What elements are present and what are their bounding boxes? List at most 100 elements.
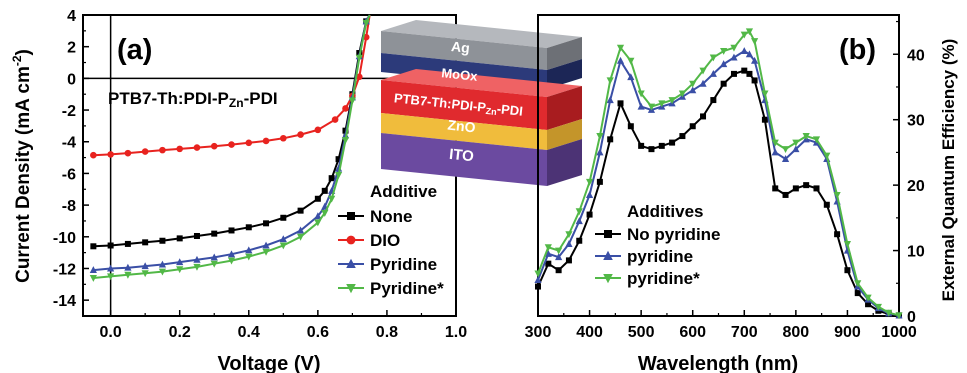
panel-b-x-tick-label: 700	[731, 324, 758, 341]
panel-b-series-point-2	[699, 67, 707, 75]
panel-a-series-point-3	[321, 210, 329, 217]
panel-b-series-point-2	[854, 280, 862, 288]
panel-b-series-point-0	[751, 77, 758, 84]
panel-a-series-point-2	[124, 263, 132, 271]
panel-b-series-point-0	[576, 237, 583, 244]
panel-b-series-point-2	[575, 208, 583, 216]
panel-b-series-point-0	[823, 201, 830, 208]
panel-a-y-tick-label: -2	[62, 103, 76, 120]
panel-b-series-point-2	[740, 31, 748, 39]
panel-b-x-tick-label: 600	[679, 324, 706, 341]
panel-b-series-point-0	[648, 146, 655, 153]
ito-layer-front	[381, 133, 547, 186]
panel-b-x-tick-label: 400	[576, 324, 603, 341]
panel-b-x-tick-label: 500	[628, 324, 655, 341]
panel-b-series-point-2	[874, 303, 882, 311]
panel-b-series-point-1	[792, 145, 800, 153]
panel-b-series-point-1	[781, 155, 790, 162]
panel-b-series-point-1	[709, 69, 717, 77]
zno-layer-label: ZnO	[447, 117, 477, 136]
panel-a-ylabel-main: Current Density (mA cm	[13, 66, 34, 283]
panel-a-series-point-3	[176, 266, 184, 274]
panel-a-series-point-0	[211, 230, 218, 237]
panel-a-series-point-1	[297, 131, 304, 138]
panel-b-series-point-1	[575, 217, 583, 225]
panel-b-series-point-1	[637, 102, 645, 110]
panel-b-series-point-2	[565, 231, 573, 239]
panel-b-series-point-1	[534, 276, 542, 284]
panel-b-series-point-1	[544, 249, 552, 257]
panel-a-series-point-3	[262, 248, 270, 256]
panel-b-series-point-1	[751, 56, 759, 64]
panel-b-series-point-0	[865, 301, 872, 308]
panel-a-series-point-2	[245, 246, 253, 254]
active-layer-front	[381, 80, 547, 130]
panel-a-series-point-1	[228, 141, 235, 148]
panel-b-series-point-1	[740, 47, 748, 54]
panel-b-series-line-0	[537, 69, 900, 317]
panel-a-series-point-3	[107, 273, 115, 281]
panel-b-series-point-2	[720, 47, 728, 55]
panel-a-series-point-0	[263, 220, 270, 227]
panel-b-series-point-2	[730, 44, 738, 52]
panel-a-y-tick-label: -4	[62, 135, 76, 152]
panel-a-series-point-1	[176, 145, 184, 153]
panel-a-series-point-2	[89, 266, 97, 274]
panel-b-series-point-2	[864, 294, 872, 302]
panel-a-title-sub: Zn	[229, 96, 244, 110]
panel-a-series-point-2	[176, 258, 184, 266]
panel-b-series-point-1	[555, 253, 563, 261]
panel-b-x-tick-label: 900	[834, 324, 861, 341]
panel-b-series-point-0	[555, 267, 562, 274]
panel-a-series-point-2	[227, 250, 236, 258]
panel-b-series-point-0	[596, 178, 603, 185]
panel-a-series-point-3	[227, 257, 236, 265]
panel-b-y-tick-label: 0	[907, 309, 916, 326]
panel-a-series-point-0	[142, 239, 149, 246]
panel-b-series-point-0	[689, 123, 696, 130]
panel-b-series-point-0	[679, 133, 686, 140]
panel-a-series-point-1	[210, 142, 218, 150]
panel-a-series-point-1	[262, 137, 270, 145]
panel-b-series-point-0	[586, 211, 593, 218]
panel-a-series-point-0	[124, 240, 131, 247]
panel-b-series-point-2	[771, 139, 779, 147]
panel-b-series-point-0	[813, 185, 820, 192]
moox-layer-label: MoOx	[441, 65, 479, 84]
panel-b-y-tick-label: 30	[907, 113, 925, 130]
ito-layer-label: ITO	[448, 146, 475, 166]
panel-a-series-point-1	[245, 139, 253, 147]
panel-b-series-point-2	[761, 90, 769, 98]
panel-b-series-point-2	[658, 100, 666, 108]
panel-a-x-tick-label: 0.6	[307, 324, 329, 341]
panel-a-series-point-2	[141, 262, 149, 270]
panel-b-ylabel: External Quantum Efficiency (%)	[939, 39, 958, 302]
panel-a-ylabel-sup: -2	[10, 55, 24, 66]
panel-a-series-point-0	[328, 175, 335, 182]
ag-layer-top	[381, 20, 582, 48]
panel-b-series-point-0	[627, 123, 634, 130]
panel-a-series-point-0	[297, 207, 304, 214]
panel-a-series-point-3	[314, 219, 322, 227]
panel-b-series-point-2	[596, 133, 604, 140]
panel-b-series-point-1	[606, 96, 614, 104]
panel-a-label: (a)	[117, 34, 152, 66]
panel-b-series-point-0	[761, 116, 768, 123]
panel-b-series-point-0	[535, 283, 541, 290]
panel-b-series-point-0	[854, 290, 861, 297]
panel-b-series-point-2	[823, 152, 831, 160]
panel-a-title: PTB7-Th:PDI-PZn-PDI	[108, 89, 278, 110]
panel-a-y-tick-label: 2	[67, 40, 76, 57]
panel-a-series-point-0	[193, 232, 200, 239]
panel-b-series-point-2	[647, 103, 656, 111]
panel-a-legend-marker	[346, 258, 356, 268]
panel-b-series-point-2	[555, 247, 563, 255]
panel-a-title-end: -PDI	[244, 89, 278, 108]
panel-a-x-tick-label: 0.0	[100, 324, 122, 341]
ag-layer-label: Ag	[450, 38, 470, 56]
panel-a-series-point-1	[107, 151, 114, 158]
panel-b-series-point-0	[782, 191, 789, 198]
panel-b-series-point-0	[730, 70, 737, 77]
panel-a-series-point-2	[296, 226, 305, 234]
